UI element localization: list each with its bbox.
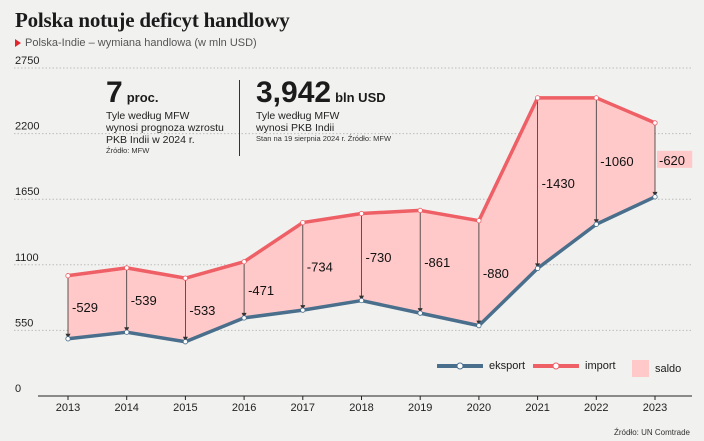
import-point <box>300 219 306 226</box>
legend-import-swatch <box>533 362 579 370</box>
import-point <box>417 207 423 214</box>
import-point <box>593 95 599 101</box>
stat-gdp-line: Tyle według MFW <box>256 110 340 122</box>
stat-gdp-growth-unit: proc. <box>126 90 159 105</box>
import-point <box>124 265 130 271</box>
stat-gdp-value: 3,942 <box>256 76 332 109</box>
saldo-label: -1060 <box>600 154 633 169</box>
x-tick-label: 2020 <box>467 402 491 414</box>
x-tick-label: 2018 <box>349 402 373 414</box>
chart-title: Polska notuje deficyt handlowy <box>15 8 290 32</box>
saldo-label-bg <box>128 291 164 309</box>
eksport-point <box>593 221 599 227</box>
saldo-label-bg <box>70 298 106 316</box>
chart-subtitle: Polska-Indie – wymiana handlowa (w mln U… <box>15 37 257 49</box>
legend-eksport: eksport <box>437 360 525 372</box>
stat-gdp-growth: 7 proc. Tyle według MFW wynosi prognoza w… <box>106 78 224 156</box>
import-point <box>182 275 188 281</box>
x-tick-label: 2022 <box>584 402 608 414</box>
y-tick-label: 550 <box>15 317 33 329</box>
saldo-label: -539 <box>131 293 157 308</box>
import-point <box>652 120 658 126</box>
eksport-point <box>182 339 188 345</box>
saldo-label-bg <box>657 150 693 168</box>
stat-gdp-growth-value: 7 <box>106 76 123 109</box>
saldo-label-bg <box>363 248 399 266</box>
stat-divider <box>239 80 240 156</box>
eksport-point <box>652 194 658 200</box>
saldo-label-bg <box>422 252 458 270</box>
eksport-point <box>358 297 365 304</box>
stat-gdp-unit: bln USD <box>335 90 386 105</box>
legend-saldo-swatch <box>632 360 649 377</box>
import-point <box>65 273 71 279</box>
x-tick-label: 2016 <box>232 402 256 414</box>
y-tick-label: 0 <box>15 383 21 395</box>
eksport-point <box>476 323 482 329</box>
eksport-point <box>124 329 130 335</box>
eksport-point <box>300 307 306 313</box>
x-tick-label: 2017 <box>291 402 315 414</box>
x-tick-label: 2021 <box>525 402 549 414</box>
legend-eksport-swatch <box>437 362 483 370</box>
saldo-label-bg <box>480 264 517 282</box>
saldo-label: -880 <box>483 266 509 281</box>
import-point <box>241 259 247 265</box>
saldo-label-bg <box>598 152 641 170</box>
legend-import: import <box>533 360 616 372</box>
y-tick-label: 1650 <box>15 186 39 198</box>
saldo-label: -1430 <box>542 176 575 191</box>
y-tick-label: 2750 <box>15 55 39 67</box>
legend-saldo: saldo <box>632 360 681 377</box>
subtitle-text: Polska-Indie – wymiana handlowa (w mln U… <box>25 37 257 49</box>
x-tick-label: 2019 <box>408 402 432 414</box>
stat-gdp-growth-line: Tyle według MFW <box>106 110 190 122</box>
eksport-point <box>241 315 247 321</box>
stat-gdp-growth-line: wynosi prognoza wzrostu <box>106 122 224 134</box>
y-tick-label: 1100 <box>15 252 39 264</box>
stat-gdp-growth-source: Źródło: MFW <box>106 146 150 155</box>
legend-eksport-label: eksport <box>489 360 526 372</box>
stat-gdp-line: wynosi PKB Indii <box>256 122 335 134</box>
saldo-label: -620 <box>659 153 685 168</box>
eksport-point <box>417 310 423 316</box>
x-tick-label: 2015 <box>173 402 197 414</box>
x-tick-label: 2014 <box>114 402 138 414</box>
legend-saldo-label: saldo <box>655 362 682 375</box>
x-tick-label: 2023 <box>643 402 667 414</box>
import-point <box>358 210 365 217</box>
saldo-label-bg <box>246 280 282 298</box>
saldo-label: -730 <box>366 250 392 265</box>
saldo-label: -533 <box>189 303 215 318</box>
import-point <box>534 95 541 101</box>
saldo-label: -529 <box>72 300 98 315</box>
stat-gdp-growth-line: PKB Indii w 2024 r. <box>106 134 195 146</box>
saldo-label-bg <box>187 300 223 318</box>
stat-gdp: 3,942 bln USD Tyle według MFW wynosi PKB … <box>256 78 391 144</box>
x-tick-label: 2013 <box>56 402 80 414</box>
y-tick-label: 2200 <box>15 121 39 133</box>
saldo-label-bg <box>304 257 340 275</box>
saldo-label: -861 <box>424 255 450 270</box>
saldo-label-bg <box>539 174 583 192</box>
saldo-label: -471 <box>248 283 274 298</box>
stat-gdp-source: Stan na 19 sierpnia 2024 r. Źródło: MFW <box>256 134 392 143</box>
red-triangle-icon <box>15 39 21 47</box>
legend-import-label: import <box>585 360 616 372</box>
chart-source: Źródło: UN Comtrade <box>613 428 690 437</box>
import-point <box>476 218 482 224</box>
eksport-point <box>65 336 71 342</box>
eksport-point <box>534 265 541 271</box>
saldo-label: -734 <box>307 259 333 274</box>
